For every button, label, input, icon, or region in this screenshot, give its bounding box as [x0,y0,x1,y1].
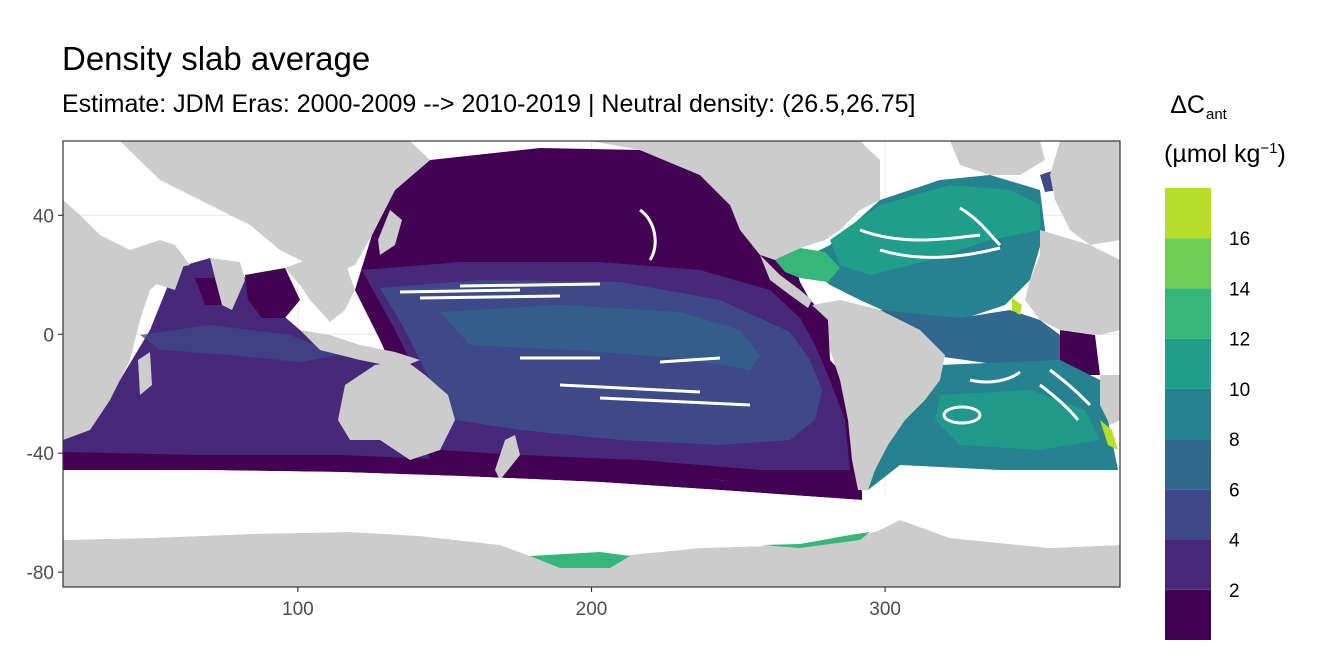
legend-title-sub: ant [1206,106,1228,123]
chart-subtitle: Estimate: JDM Eras: 2000-2009 --> 2010-2… [62,90,916,118]
antarctica [63,520,1120,587]
west-africa-edge [1012,298,1022,315]
legend-label-12: 12 [1229,330,1250,351]
japan [378,210,402,255]
bay-of-bengal [245,268,300,318]
x-tick-label-200: 200 [576,599,608,620]
y-tick-label--40: -40 [27,444,54,465]
legend-swatch-6 [1165,288,1211,339]
legend-unit: (µmol kg−1) [1164,140,1286,168]
africa-west [63,141,430,275]
new-zealand [495,435,520,480]
land-masses [63,141,1120,587]
contour-gaps [399,206,1092,425]
southern-africa [1100,375,1120,425]
legend-title-main: ΔC [1170,91,1205,119]
axis-ticks [58,214,886,592]
legend-label-6: 6 [1229,480,1240,501]
south-america [812,300,945,490]
legend-label-2: 2 [1229,581,1240,602]
legend: ΔC ant (µmol kg−1) 2 4 6 8 10 12 14 16 [1164,91,1286,640]
legend-unit-close: ) [1277,140,1285,168]
legend-unit-sup: −1 [1260,140,1277,157]
y-tick-label-0: 0 [43,325,54,346]
legend-swatch-0 [1165,589,1211,640]
legend-label-8: 8 [1229,430,1240,451]
legend-label-10: 10 [1229,380,1250,401]
legend-unit-open: (µmol kg [1164,140,1260,168]
arabian-sea [195,278,222,305]
benguela-edge [1100,420,1118,450]
europe [1050,141,1120,245]
africa-east-horn [63,141,190,440]
north-america [590,141,880,260]
legend-colorbar [1165,188,1211,640]
x-tick-label-100: 100 [282,599,314,620]
legend-swatch-4 [1165,388,1211,440]
legend-swatch-1 [1165,539,1211,590]
australia [338,360,455,460]
greenland [950,141,1045,175]
y-tick-label--80: -80 [27,563,54,584]
gulf-of-guinea [1060,330,1100,375]
south-atlantic-gyre [935,390,1100,450]
southern-ocean-band [63,452,862,500]
weddell-sea-edge [760,532,870,548]
legend-swatch-3 [1165,439,1211,490]
madagascar [138,352,152,395]
indian-ocean-band [140,325,340,362]
x-tick-label-300: 300 [869,599,901,620]
legend-label-14: 14 [1229,279,1251,300]
pacific-band-3 [440,305,760,370]
y-tick-label-40: 40 [33,206,54,227]
southeast-asia [285,255,355,322]
north-atlantic-subpolar [830,185,1040,275]
legend-labels: 2 4 6 8 10 12 14 16 [1229,229,1251,602]
indonesia [300,330,420,368]
legend-swatch-7 [1165,238,1211,289]
legend-swatch-5 [1165,338,1211,389]
caribbean [775,248,840,282]
legend-swatch-2 [1165,489,1211,540]
indian-ocean-region [63,258,430,470]
arabia [130,250,185,290]
india [210,258,245,310]
legend-label-16: 16 [1229,229,1250,250]
africa-atlantic-coast [1025,230,1120,335]
legend-swatch-8 [1165,188,1211,239]
ross-sea [530,552,630,568]
chart-title: Density slab average [62,40,371,77]
legend-label-4: 4 [1229,531,1240,552]
central-america [760,255,812,308]
